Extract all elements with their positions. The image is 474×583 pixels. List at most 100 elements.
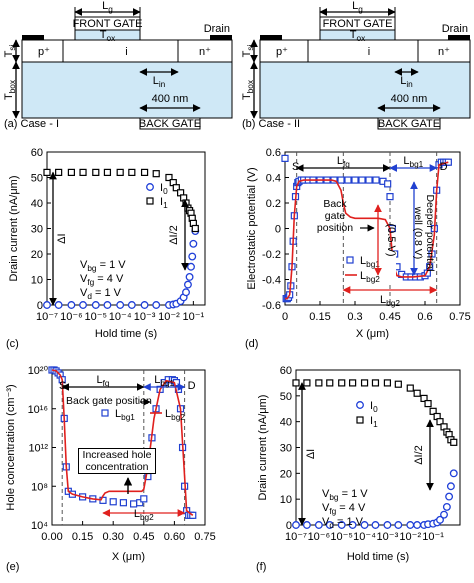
y-axis-label: Drain current (nA/μm) xyxy=(8,176,20,282)
x-tick-label: 10⁻¹ xyxy=(183,311,205,323)
data-point xyxy=(429,407,437,415)
tbox-label-part: T xyxy=(241,93,253,100)
lg-label-part: L xyxy=(352,0,358,12)
legend-label: I0 xyxy=(370,400,378,414)
x-tick-label: 10⁻¹ xyxy=(422,531,444,543)
data-point xyxy=(337,176,345,184)
data-point xyxy=(67,301,76,309)
y-tick-label: 30 xyxy=(280,443,292,455)
data-point xyxy=(119,499,128,507)
legend-swatch xyxy=(101,409,109,417)
data-point xyxy=(383,379,392,387)
y-tick-label: -0.4 xyxy=(262,275,281,287)
x-tick-label: 10⁻² xyxy=(399,531,421,543)
legend-label: Lbg2 xyxy=(165,408,185,422)
annotation-box: Back gate position xyxy=(316,198,354,234)
tsi-label: Tsi xyxy=(3,44,17,57)
y-axis-label: Hole concentration (cm⁻³) xyxy=(5,384,17,510)
data-point xyxy=(440,510,448,519)
data-point xyxy=(360,379,369,387)
i-label: i xyxy=(125,46,127,58)
annotation-part: fg xyxy=(103,379,110,388)
data-point xyxy=(348,521,357,529)
data-line xyxy=(285,161,449,300)
data-point xyxy=(187,262,195,271)
y-tick-label: 10⁴ xyxy=(31,520,48,532)
data-point xyxy=(338,379,346,387)
tbox-label-part: box xyxy=(246,79,255,93)
annotation-part: bg2 xyxy=(386,299,400,308)
annotation-box: Increased hole concentration xyxy=(78,448,156,474)
x-tick-label: 0.15 xyxy=(72,531,93,543)
legend-label-part: I xyxy=(370,415,373,427)
annotation: Lbg2 xyxy=(380,294,400,308)
data-point xyxy=(442,502,451,511)
drain-label: Drain xyxy=(204,23,230,35)
data-point xyxy=(344,176,352,184)
annotation-part: d xyxy=(87,292,92,301)
source-contact xyxy=(260,35,282,40)
data-point xyxy=(394,521,403,529)
y-tick-label: 10¹² xyxy=(28,443,48,455)
legend-label-part: 1 xyxy=(163,201,168,210)
x-tick-label: 0 xyxy=(282,311,288,323)
annotation: ΔI xyxy=(305,449,317,459)
data-point xyxy=(302,521,311,529)
data-point xyxy=(360,521,369,529)
data-point xyxy=(43,168,51,176)
legend-label-part: I xyxy=(160,196,163,208)
x-tick-label: 10⁻⁵ xyxy=(84,311,107,323)
x-tick-label: 0.00 xyxy=(41,531,62,543)
data-point xyxy=(325,521,334,529)
tbox-label: Tbox xyxy=(241,79,255,100)
legend-label-part: L xyxy=(165,408,171,420)
length-label: 400 nm xyxy=(391,93,428,105)
data-point xyxy=(67,168,75,176)
x-axis-label: X (μm) xyxy=(112,551,145,563)
data-point xyxy=(372,176,380,184)
data-point xyxy=(420,394,428,403)
annotation: Lbg2 xyxy=(134,508,154,522)
data-point xyxy=(446,482,455,491)
source-contact xyxy=(22,35,44,40)
legend-label: Lbg2 xyxy=(360,270,380,284)
data-point xyxy=(136,499,144,507)
n-label: n⁺ xyxy=(438,46,450,58)
annotation-part: V xyxy=(322,488,330,500)
data-point xyxy=(191,224,199,233)
lin-label-part: in xyxy=(159,80,166,89)
data-point xyxy=(394,380,402,388)
annotation: Back gate position xyxy=(316,198,354,234)
annotation-part: L xyxy=(154,374,160,386)
panel-label: (f) xyxy=(256,561,266,573)
data-point xyxy=(349,379,357,387)
front-gate xyxy=(74,16,141,31)
lin-label: Lin xyxy=(153,75,166,89)
data-point xyxy=(55,168,63,176)
annotation: (0.5 V) xyxy=(385,223,397,256)
legend-label-part: bg2 xyxy=(171,413,185,422)
tbox-label-part: T xyxy=(3,93,15,100)
annotation-part: V xyxy=(322,502,330,514)
legend-label: Lbg1 xyxy=(115,408,135,422)
data-point xyxy=(127,301,136,309)
annotation-part: bg xyxy=(87,264,97,273)
tsi-label-part: T xyxy=(3,50,15,57)
x-tick-label: 10⁻⁴ xyxy=(353,531,376,543)
data-point xyxy=(386,193,394,201)
y-tick-label: 10 xyxy=(31,275,43,287)
y-tick-label: -0.6 xyxy=(262,300,281,312)
y-tick-label: 40 xyxy=(280,417,292,429)
back-gate-label: BACK GATE xyxy=(139,118,201,130)
annotation-part: fg xyxy=(329,507,336,516)
lin-label-part: in xyxy=(406,80,413,89)
annotation: D xyxy=(440,161,448,173)
annotation-part: L xyxy=(337,155,343,167)
y-tick-label: 40 xyxy=(31,198,43,210)
drain-contact xyxy=(210,35,232,40)
annotation-part: bg1 xyxy=(160,379,174,388)
data-point xyxy=(450,438,458,446)
data-point xyxy=(315,379,323,387)
data-point xyxy=(406,521,415,529)
annotation-box: Deeper potential well (0.8 V) xyxy=(412,194,436,271)
